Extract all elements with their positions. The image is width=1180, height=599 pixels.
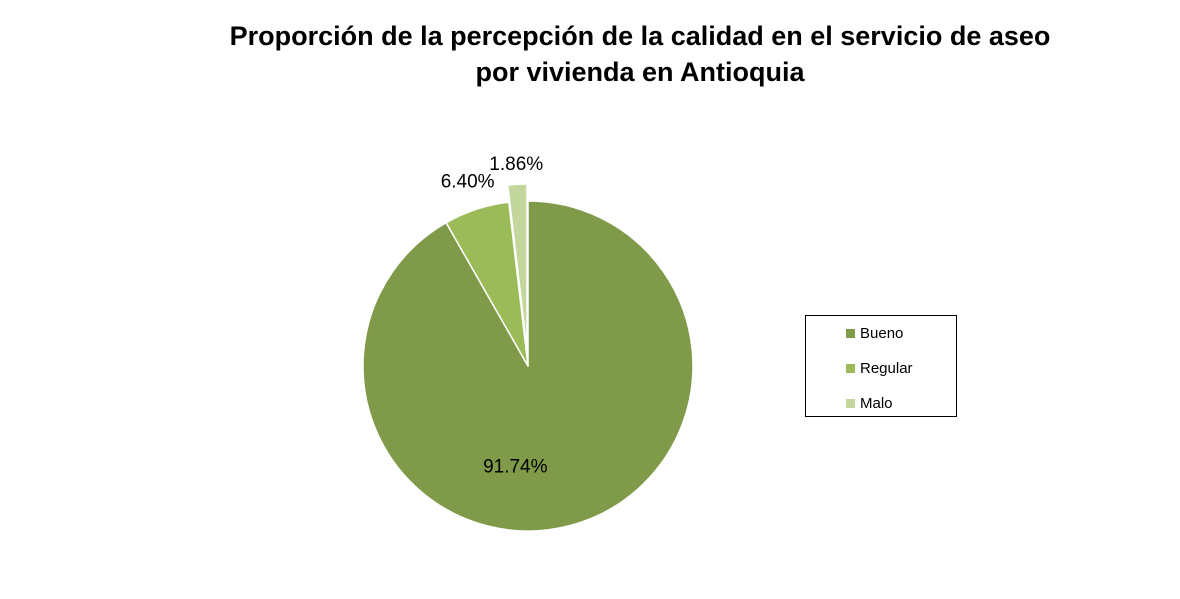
legend-swatch-bueno (846, 328, 855, 338)
pie-slice-regular (445, 201, 529, 367)
legend-item-bueno: Bueno (846, 323, 903, 343)
legend-item-regular: Regular (846, 358, 913, 378)
legend: Bueno Regular Malo (805, 315, 957, 417)
chart-title-line-1: Proporción de la percepción de la calida… (229, 21, 1051, 51)
pie-slice-malo (507, 183, 528, 350)
chart-title-line-2: por vivienda en Antioquia (475, 57, 805, 87)
chart-title: Proporción de la percepción de la calida… (190, 18, 1090, 90)
data-label-bueno: 91.74% (483, 457, 548, 478)
legend-item-malo: Malo (846, 393, 893, 413)
legend-swatch-regular (846, 363, 855, 373)
pie-slice-bueno (362, 200, 694, 532)
data-label-regular: 6.40% (441, 172, 495, 193)
legend-swatch-malo (846, 398, 855, 408)
data-label-malo: 1.86% (489, 154, 543, 175)
legend-label-malo: Malo (860, 394, 893, 412)
legend-label-regular: Regular (860, 359, 913, 377)
legend-label-bueno: Bueno (860, 324, 904, 342)
